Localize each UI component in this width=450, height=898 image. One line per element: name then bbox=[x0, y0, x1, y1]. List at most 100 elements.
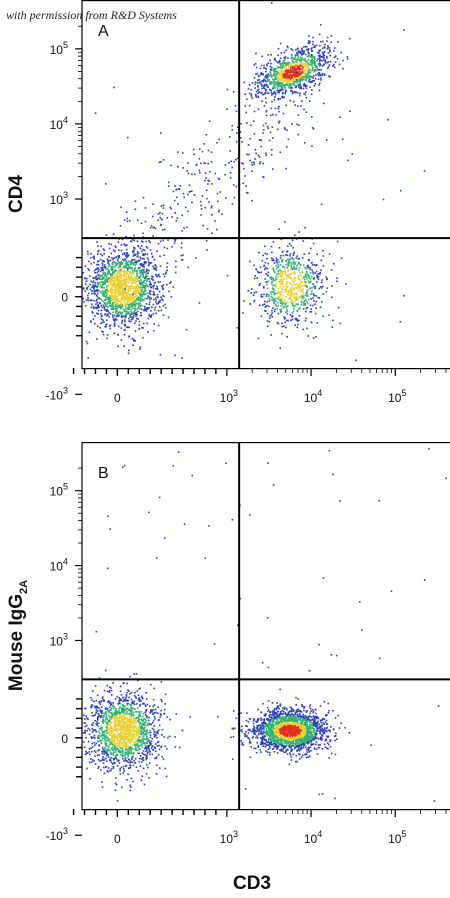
event-point bbox=[204, 179, 206, 182]
event-point bbox=[142, 720, 144, 722]
event-point bbox=[279, 60, 281, 63]
event-point bbox=[313, 299, 315, 302]
event-point bbox=[115, 784, 118, 786]
event-point bbox=[297, 71, 299, 73]
event-point bbox=[266, 300, 268, 303]
event-point bbox=[155, 711, 157, 714]
event-point bbox=[122, 308, 125, 310]
event-point bbox=[129, 767, 131, 769]
event-point bbox=[270, 296, 273, 298]
event-point bbox=[122, 722, 124, 724]
event-point bbox=[123, 319, 126, 321]
event-point bbox=[277, 66, 280, 69]
event-point bbox=[130, 303, 133, 306]
event-point bbox=[132, 271, 134, 273]
event-point bbox=[274, 298, 277, 300]
event-point bbox=[132, 747, 134, 750]
event-point bbox=[270, 54, 272, 56]
event-point bbox=[116, 271, 119, 273]
event-point bbox=[125, 285, 127, 288]
event-point bbox=[296, 265, 298, 267]
event-point bbox=[130, 712, 133, 714]
event-point bbox=[102, 750, 105, 753]
event-point bbox=[114, 312, 117, 314]
event-point bbox=[271, 288, 274, 290]
event-point bbox=[133, 299, 135, 302]
event-point bbox=[138, 284, 140, 286]
event-point bbox=[174, 271, 177, 274]
event-point bbox=[90, 280, 92, 283]
event-point bbox=[109, 264, 111, 267]
event-point bbox=[306, 277, 308, 280]
event-point bbox=[245, 191, 248, 194]
event-point bbox=[134, 757, 137, 760]
y-tick-label: 103 bbox=[50, 190, 68, 207]
event-point bbox=[125, 291, 128, 294]
event-point bbox=[83, 746, 86, 748]
event-point bbox=[137, 746, 139, 748]
event-point bbox=[124, 698, 127, 700]
event-point bbox=[159, 265, 162, 267]
event-point bbox=[208, 120, 211, 122]
event-point bbox=[114, 284, 116, 287]
event-point bbox=[101, 696, 104, 698]
event-point bbox=[276, 321, 279, 324]
event-point bbox=[139, 283, 142, 285]
event-point bbox=[118, 762, 121, 764]
event-point bbox=[282, 254, 285, 257]
event-point bbox=[277, 312, 280, 315]
event-point bbox=[318, 297, 321, 299]
event-point bbox=[315, 264, 317, 267]
event-point bbox=[295, 60, 297, 63]
event-point bbox=[285, 69, 288, 72]
event-point bbox=[311, 79, 314, 82]
event-point bbox=[126, 268, 129, 270]
event-point bbox=[109, 279, 112, 281]
event-point bbox=[123, 253, 126, 256]
event-point bbox=[103, 712, 105, 714]
event-point bbox=[324, 59, 326, 61]
event-point bbox=[139, 292, 142, 295]
event-point bbox=[114, 306, 117, 308]
event-point bbox=[108, 300, 111, 303]
event-point bbox=[318, 89, 321, 92]
event-point bbox=[296, 80, 299, 82]
event-point bbox=[144, 285, 147, 287]
event-point bbox=[113, 324, 116, 327]
event-point bbox=[250, 93, 253, 95]
event-point bbox=[141, 775, 143, 777]
event-point bbox=[146, 724, 149, 726]
event-point bbox=[284, 55, 287, 58]
event-point bbox=[129, 728, 132, 731]
event-point bbox=[167, 181, 170, 184]
event-point bbox=[280, 52, 283, 54]
event-point bbox=[120, 296, 123, 299]
event-point bbox=[308, 100, 311, 102]
event-point bbox=[279, 269, 281, 271]
event-point bbox=[139, 721, 141, 723]
event-point bbox=[297, 323, 299, 326]
event-point bbox=[132, 780, 134, 783]
event-point bbox=[286, 312, 289, 315]
event-point bbox=[94, 112, 97, 114]
event-point bbox=[258, 271, 261, 274]
event-point bbox=[211, 232, 213, 234]
event-point bbox=[107, 306, 109, 308]
event-point bbox=[293, 61, 296, 64]
event-point bbox=[195, 163, 198, 166]
event-point bbox=[109, 741, 112, 743]
event-point bbox=[295, 296, 298, 298]
event-point bbox=[96, 271, 99, 274]
event-point bbox=[214, 172, 217, 175]
event-point bbox=[124, 738, 126, 741]
event-point bbox=[133, 263, 135, 266]
event-point bbox=[329, 60, 332, 63]
event-point bbox=[274, 308, 276, 311]
event-point bbox=[163, 246, 166, 249]
event-point bbox=[123, 760, 125, 762]
event-point bbox=[121, 289, 123, 291]
event-point bbox=[156, 303, 158, 305]
event-point bbox=[125, 312, 128, 315]
event-point bbox=[311, 145, 313, 147]
event-point bbox=[267, 73, 269, 76]
